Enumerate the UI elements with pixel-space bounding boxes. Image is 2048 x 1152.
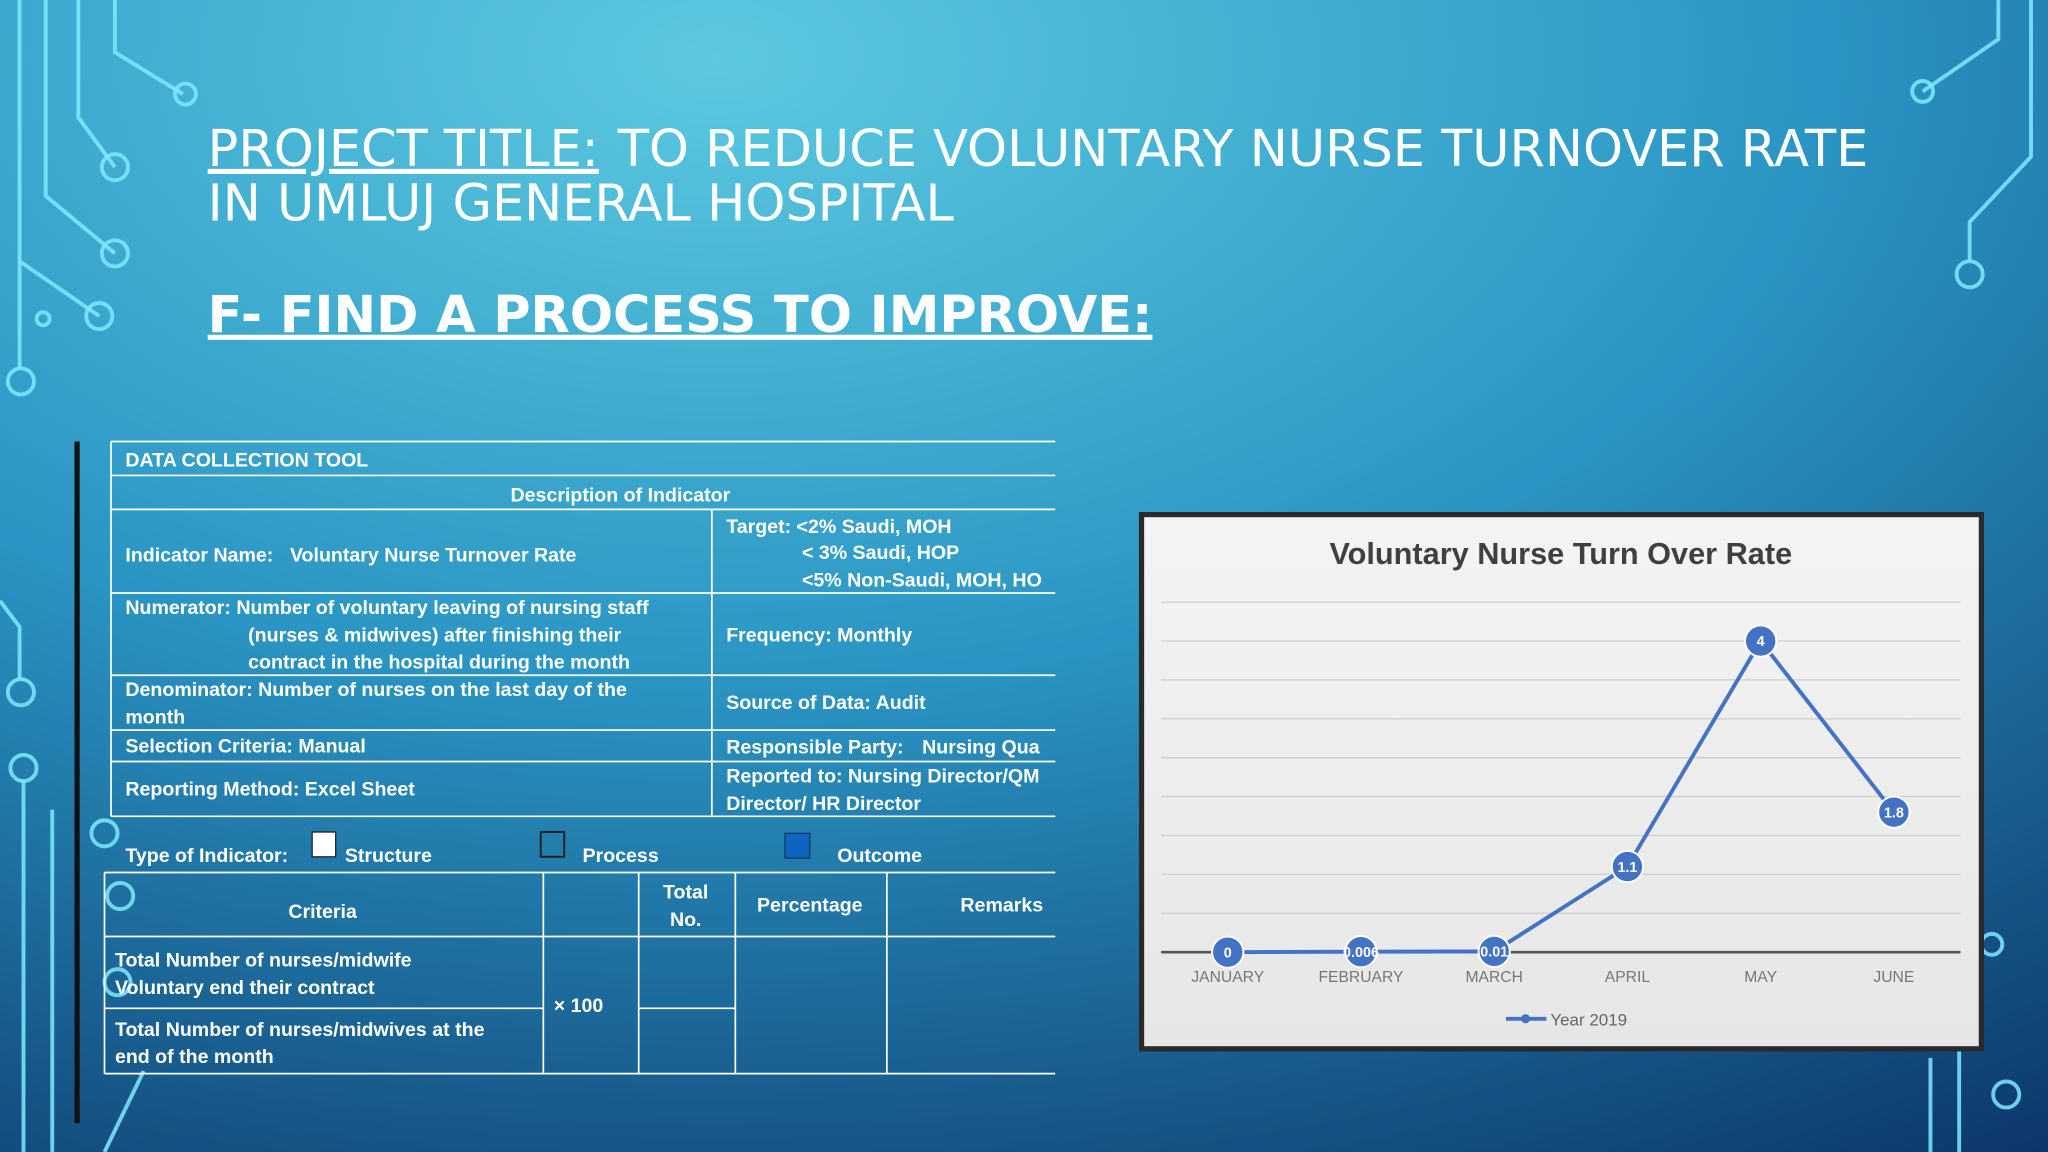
chart: Voluntary Nurse Turn Over Rate JANUARY FE… — [1138, 512, 1984, 1052]
criteria-line: Total Number of nurses/midwives at the — [115, 1019, 485, 1041]
column-header: Percentage — [757, 895, 863, 917]
data-label: 0.01 — [1480, 945, 1508, 961]
column-header: No. — [670, 909, 702, 931]
x-tick-label: FEBRUARY — [1318, 969, 1404, 986]
indicator-name: Voluntary Nurse Turnover Rate — [290, 545, 577, 567]
data-point — [1477, 934, 1511, 969]
chart-title: Voluntary Nurse Turn Over Rate — [1329, 536, 1792, 571]
source: Source of Data: Audit — [726, 692, 926, 714]
chart-frame — [1138, 512, 1984, 1052]
table-side-bar — [74, 441, 80, 1124]
column-header: Remarks — [960, 895, 1043, 917]
frequency: Frequency: Monthly — [726, 624, 912, 646]
multiplier: × 100 — [554, 995, 604, 1017]
data-point — [1877, 795, 1911, 829]
table-subtitle: Description of Indicator — [511, 485, 731, 507]
data-point — [1344, 935, 1378, 969]
data-point — [1743, 624, 1778, 658]
legend-swatch — [1520, 1014, 1531, 1024]
checkbox — [784, 832, 811, 859]
denominator-line: Denominator: Number of nurses on the las… — [125, 679, 627, 701]
x-tick-label: MAY — [1744, 969, 1777, 986]
data-collection-table: DATA COLLECTION TOOL Description of Indi… — [103, 440, 1056, 1075]
title-line: TO REDUCE VOLUNTARY NURSE TURNOVER RATE — [617, 120, 1868, 179]
data-label: 0.006 — [1343, 945, 1379, 961]
x-tick-label: JUNE — [1873, 969, 1914, 986]
responsible-label: Responsible Party: — [726, 737, 903, 759]
target-line: Target: <2% Saudi, MOH — [726, 516, 951, 538]
numerator-line: (nurses & midwives) after finishing thei… — [248, 624, 622, 646]
responsible: Nursing Qua — [922, 737, 1041, 759]
cell-label: Indicator Name: — [125, 545, 273, 567]
checkbox — [539, 831, 566, 858]
type-label: Type of Indicator: — [125, 845, 288, 867]
x-tick-label: JANUARY — [1191, 969, 1264, 986]
type-option: Outcome — [837, 845, 922, 867]
denominator-line: month — [125, 707, 185, 729]
column-header: Total — [663, 882, 708, 904]
table-title: DATA COLLECTION TOOL — [125, 449, 368, 471]
data-label: 1.1 — [1617, 860, 1637, 876]
checkbox — [311, 831, 337, 858]
type-option: Structure — [345, 845, 432, 867]
numerator-line: Numerator: Number of voluntary leaving o… — [125, 597, 649, 619]
criteria-line: Voluntary end their contract — [115, 977, 375, 999]
reported-to: Director/ HR Director — [726, 793, 921, 815]
type-option: Process — [583, 845, 659, 867]
x-tick-label: APRIL — [1605, 969, 1651, 986]
criteria-line: end of the month — [115, 1046, 274, 1068]
legend-label: Year 2019 — [1550, 1010, 1627, 1029]
data-label: 1.8 — [1884, 805, 1904, 821]
reported-to: Reported to: Nursing Director/QM — [726, 765, 1039, 787]
section-title: F- FIND A PROCESS TO IMPROVE: — [208, 286, 1153, 345]
title-label: PROJECT TITLE: — [208, 120, 599, 179]
data-label: 0 — [1224, 945, 1232, 961]
target-line: <5% Non-Saudi, MOH, HO — [802, 569, 1042, 591]
data-point — [1211, 935, 1245, 969]
data-label: 4 — [1757, 634, 1765, 650]
table-lines — [103, 440, 1056, 1075]
numerator-line: contract in the hospital during the mont… — [248, 652, 630, 674]
selection: Selection Criteria: Manual — [125, 735, 365, 757]
criteria-line: Total Number of nurses/midwife — [115, 950, 412, 972]
data-line — [1227, 637, 1896, 955]
data-point — [1610, 849, 1645, 884]
title-line: IN UMLUJ GENERAL HOSPITAL — [208, 175, 955, 234]
column-header: Criteria — [288, 901, 358, 923]
reporting: Reporting Method: Excel Sheet — [125, 778, 415, 800]
target-line: < 3% Saudi, HOP — [802, 542, 959, 564]
x-tick-label: MARCH — [1466, 969, 1523, 986]
